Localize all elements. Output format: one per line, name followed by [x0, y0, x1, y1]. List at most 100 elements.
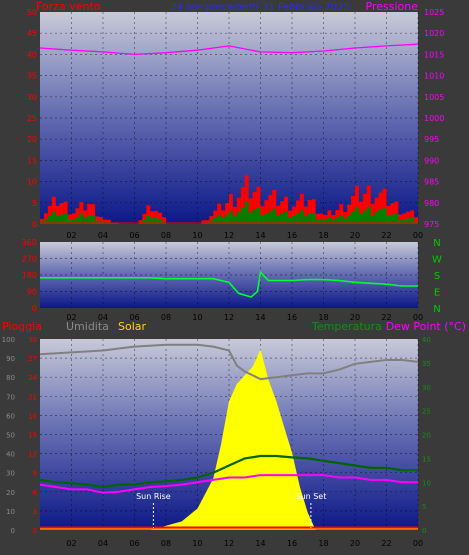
x-tick-label: 04 — [98, 313, 108, 322]
direction-axis-tick: 180 — [22, 271, 37, 280]
wind-pressure-series — [39, 43, 419, 224]
x-tick-label: 02 — [66, 313, 76, 322]
pressure-axis-tick: 990 — [424, 156, 439, 165]
wind-axis-tick: 40 — [27, 50, 37, 59]
pressure-axis-tick: 1005 — [424, 93, 444, 102]
pressure-line — [39, 43, 419, 56]
direction-axis-tick: 0 — [32, 304, 37, 313]
x-tick-label: 08 — [161, 231, 171, 240]
rain-axis-tick: 30 — [28, 336, 37, 344]
wind-avg-bar — [99, 220, 103, 224]
wind-avg-bar — [158, 218, 163, 224]
wind-avg-bar — [358, 214, 363, 224]
wind-gust-bar — [319, 213, 324, 224]
thermo-grid — [40, 339, 419, 530]
wind-avg-bar — [47, 215, 52, 224]
wind-avg-bar — [327, 217, 332, 224]
wind-gust-bar — [398, 214, 403, 224]
rain-axis-tick: 18 — [28, 412, 37, 420]
wind-gust-bar — [51, 196, 56, 224]
direction-line — [40, 270, 418, 298]
temperature-axis-tick: 10 — [422, 479, 431, 487]
temperature-axis-tick: 35 — [422, 360, 431, 368]
wind-gust-bar — [248, 198, 253, 224]
thermo-axes: 0102030405060708090100036912151821242730… — [2, 336, 431, 548]
x-tick-label: 04 — [98, 231, 108, 240]
x-tick-label: 14 — [255, 539, 265, 548]
temperature-axis-title: Temperatura — [311, 320, 382, 333]
wind-gust-bar — [335, 210, 340, 224]
wind-avg-bar — [343, 218, 348, 224]
x-tick-label: 22 — [381, 313, 391, 322]
wind-avg-bar — [264, 213, 269, 224]
rain-axis-tick: 12 — [28, 451, 37, 459]
wind-avg-bar — [374, 212, 379, 224]
wind-avg-bar — [67, 219, 72, 224]
wind-gust-bar — [414, 217, 418, 224]
x-tick-label: 20 — [350, 231, 360, 240]
wind-gust-bar — [351, 195, 355, 224]
wind-gust-bar — [201, 220, 206, 224]
wind-avg-bar — [406, 218, 411, 224]
wind-avg-bar — [362, 210, 367, 224]
compass-label: S — [434, 271, 440, 282]
wind-gust-bar — [355, 185, 359, 224]
x-tick-label: 10 — [192, 231, 202, 240]
wind-gust-bar — [158, 212, 163, 224]
humidity-line — [39, 343, 419, 381]
x-tick-label: 10 — [192, 539, 202, 548]
wind-avg-bar — [299, 210, 304, 224]
rain-axis-tick: 15 — [28, 432, 37, 440]
x-tick-label: 02 — [66, 539, 76, 548]
wind-avg-bar — [252, 209, 257, 224]
wind-gust-bar — [209, 216, 214, 224]
pressure-axis-tick: 1000 — [424, 114, 444, 123]
temperature-axis-tick: 15 — [422, 455, 431, 463]
wind-avg-bar — [91, 215, 96, 224]
humidity-axis-tick: 30 — [6, 470, 15, 478]
wind-gust-bar — [95, 216, 100, 224]
pressure-axis-tick: 1025 — [424, 8, 444, 17]
solar-area — [150, 349, 316, 530]
x-tick-label: 20 — [350, 539, 360, 548]
wind-avg-bar — [335, 217, 340, 224]
compass-label: W — [432, 255, 442, 266]
direction-axis-tick: 270 — [22, 255, 37, 264]
humidity-axis-tick: 80 — [6, 374, 15, 382]
wind-axis-tick: 25 — [27, 114, 37, 123]
wind-gust-bar — [40, 218, 44, 224]
wind-gust-bar — [87, 204, 92, 224]
wind-gust-bar — [303, 206, 308, 224]
wind-gust-bar — [142, 214, 147, 224]
wind-axis-tick: 20 — [27, 135, 37, 144]
wind-gust-bar — [236, 197, 241, 224]
temperature-axis-tick: 40 — [422, 336, 431, 344]
pressure-axis-title: Pressione — [366, 0, 419, 13]
wind-gust-bar — [311, 199, 316, 224]
x-tick-label: 00 — [413, 313, 423, 322]
wind-avg-bar — [248, 212, 253, 224]
rain-axis-tick: 0 — [33, 527, 37, 535]
wind-avg-bar — [154, 218, 159, 224]
wind-avg-bar — [414, 220, 418, 224]
wind-gust-bar — [327, 210, 332, 224]
x-tick-label: 06 — [129, 539, 139, 548]
wind-avg-bar — [146, 215, 151, 224]
wind-gust-bar — [225, 203, 229, 224]
x-tick-label: 12 — [224, 539, 234, 548]
wind-avg-bar — [240, 207, 245, 224]
temperature-axis-tick: 0 — [422, 527, 426, 535]
wind-avg-bar — [280, 213, 285, 224]
wind-avg-bar — [355, 206, 359, 224]
x-tick-label: 16 — [287, 231, 297, 240]
wind-pressure-grid — [40, 12, 419, 224]
wind-avg-bar — [150, 218, 155, 224]
wind-gust-bar — [410, 210, 415, 224]
x-tick-label: 12 — [224, 313, 234, 322]
wind-gust-bar — [213, 210, 218, 224]
humidity-axis-tick: 60 — [6, 412, 15, 420]
compass-label: E — [434, 288, 440, 299]
wind-axis-tick: 5 — [32, 199, 37, 208]
